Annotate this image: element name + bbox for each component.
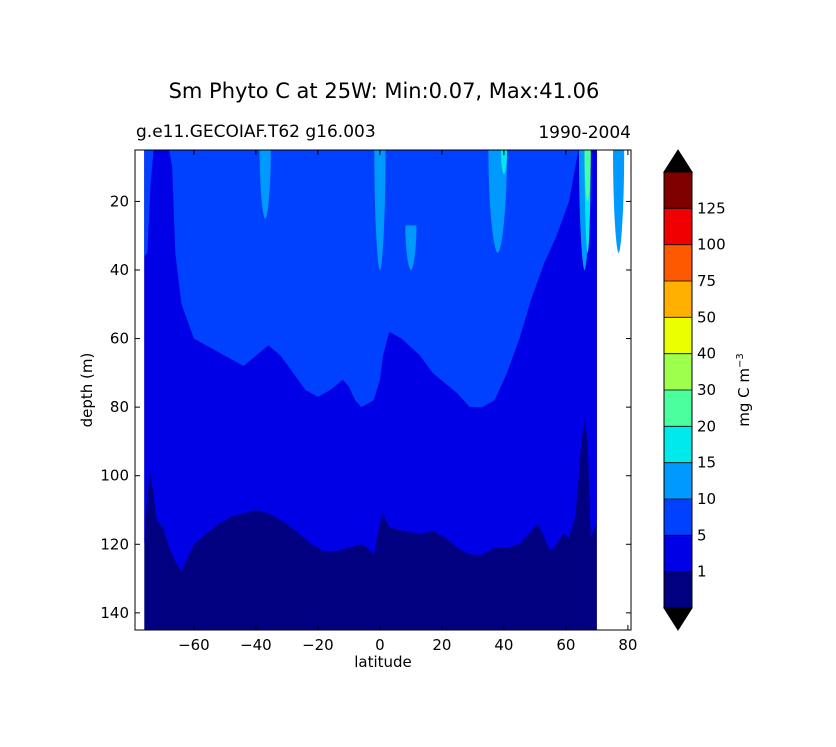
contour-patch-level-10-0 — [259, 150, 271, 219]
colorbar-tick-label: 125 — [697, 199, 726, 217]
contour-patch-level-10-2 — [405, 225, 417, 270]
colorbar-swatch — [664, 462, 692, 499]
x-axis-label: latitude — [354, 653, 412, 671]
plot-frame — [134, 149, 632, 631]
colorbar-swatch — [664, 208, 692, 245]
y-tick-label: 40 — [110, 261, 129, 279]
x-tick-label: 80 — [618, 636, 637, 654]
x-tick-labels: −60 −40 −20 0 20 40 60 80 — [178, 636, 637, 654]
y-tick-label: 20 — [110, 192, 129, 210]
colorbar-label-exponent: −3 — [735, 353, 746, 368]
colorbar-swatch — [664, 499, 692, 536]
x-tick-label: 0 — [375, 636, 385, 654]
y-tick-label: 120 — [100, 535, 129, 553]
colorbar-tick-label: 75 — [697, 272, 716, 290]
contour-patch-level-10-3 — [488, 150, 507, 253]
colorbar-tick-label: 1 — [697, 563, 707, 581]
y-tick-label: 140 — [100, 604, 129, 622]
contour-patch-level-10-5 — [613, 150, 625, 253]
colorbar-swatch — [664, 244, 692, 281]
colorbar-tick-label: 20 — [697, 417, 716, 435]
x-tick-label: 40 — [494, 636, 513, 654]
colorbar-tick-label: 15 — [697, 454, 716, 472]
colorbar-tick-label: 30 — [697, 381, 716, 399]
y-tick-label: 100 — [100, 467, 129, 485]
x-tick-label: 60 — [556, 636, 575, 654]
colorbar-tick-label: 50 — [697, 308, 716, 326]
y-tick-labels: 20 40 60 80 100 120 140 — [100, 192, 129, 621]
tick-layer — [135, 150, 631, 630]
chart-title: Sm Phyto C at 25W: Min:0.07, Max:41.06 — [169, 79, 600, 103]
contour-patch-level-15-0 — [500, 150, 507, 174]
contour-patch-level-20-0 — [584, 150, 591, 202]
colorbar-extend-high — [663, 149, 693, 173]
colorbar-swatch — [664, 571, 692, 608]
x-tick-label: −60 — [178, 636, 210, 654]
colorbar-swatch — [664, 353, 692, 390]
colorbar-tick-label: 10 — [697, 490, 716, 508]
plot-area — [134, 149, 632, 631]
contour-band-level-5 — [144, 150, 579, 408]
colorbar-label: mg C m−3 — [735, 353, 753, 427]
y-tick-label: 80 — [110, 398, 129, 416]
colorbar-swatch — [664, 281, 692, 318]
colorbar-tick-label: 5 — [697, 526, 707, 544]
colorbar-swatch — [664, 317, 692, 354]
colorbar-swatch — [664, 172, 692, 209]
contour-layer — [144, 150, 625, 630]
y-tick-label: 60 — [110, 330, 129, 348]
y-axis-label: depth (m) — [78, 353, 96, 428]
contour-patch-level-10-1 — [374, 150, 386, 270]
x-tick-label: −40 — [240, 636, 272, 654]
colorbar-swatch — [664, 535, 692, 572]
x-tick-label: −20 — [302, 636, 334, 654]
colorbar-swatch — [664, 390, 692, 427]
chart-subtitle-right: 1990-2004 — [538, 123, 631, 143]
colorbar-extend-low — [663, 607, 693, 631]
colorbar-label-text: mg C m — [735, 368, 753, 427]
chart-subtitle-left: g.e11.GECOIAF.T62 g16.003 — [136, 122, 376, 142]
x-tick-label: 20 — [432, 636, 451, 654]
colorbar-swatch — [664, 426, 692, 463]
colorbar-tick-label: 40 — [697, 345, 716, 363]
colorbar-tick-label: 100 — [697, 236, 726, 254]
